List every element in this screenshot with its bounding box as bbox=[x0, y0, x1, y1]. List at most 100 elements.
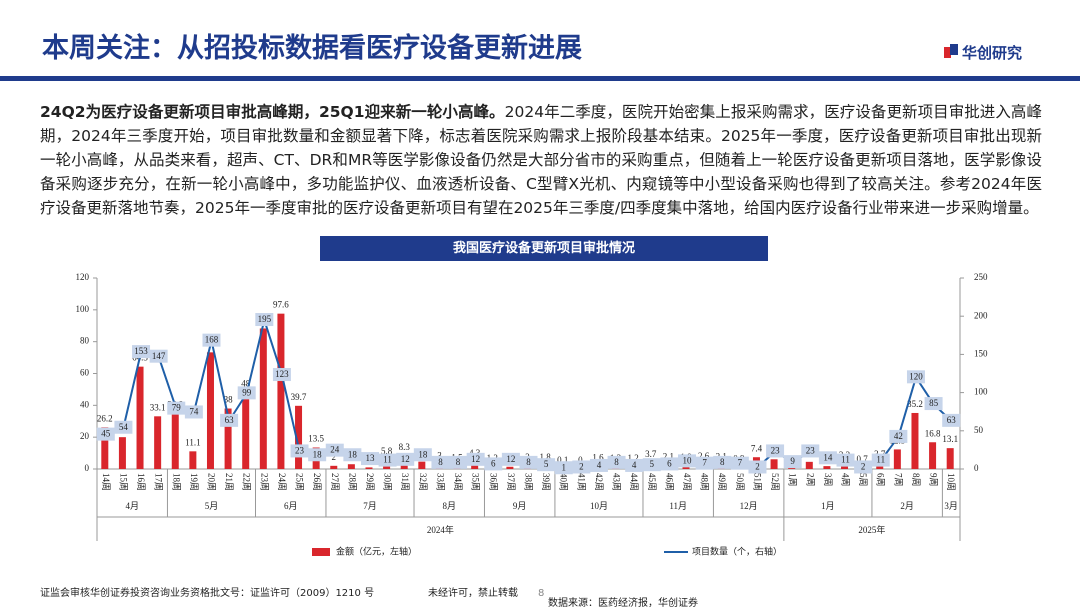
x-tick-label: 24周 bbox=[277, 473, 287, 491]
slide-title: 本周关注：从招投标数据看医疗设备更新进展 bbox=[42, 26, 582, 65]
line-value-label: 63 bbox=[947, 415, 957, 425]
line-value-label: 11 bbox=[841, 455, 850, 465]
y2-tick-label: 100 bbox=[974, 387, 988, 397]
month-label: 12月 bbox=[740, 501, 758, 511]
bar bbox=[154, 416, 161, 469]
y-tick-label: 80 bbox=[80, 336, 90, 346]
line-value-label: 24 bbox=[330, 445, 340, 455]
x-tick-label: 29周 bbox=[365, 473, 375, 491]
legend-label: 金额（亿元，左轴） bbox=[336, 546, 417, 558]
bar-value-label: 3.7 bbox=[645, 449, 657, 459]
x-tick-label: 47周 bbox=[682, 473, 692, 491]
x-tick-label: 45周 bbox=[647, 473, 657, 491]
bar-value-label: 26.2 bbox=[97, 413, 113, 423]
header-rule bbox=[0, 76, 1080, 81]
line-value-label: 99 bbox=[242, 387, 252, 397]
bar bbox=[189, 451, 196, 469]
line-value-label: 6 bbox=[667, 458, 672, 468]
line-value-label: 23 bbox=[295, 445, 305, 455]
line-value-label: 195 bbox=[258, 314, 272, 324]
bar-value-label: 39.7 bbox=[291, 392, 307, 402]
y-tick-label: 120 bbox=[76, 272, 90, 282]
bar-value-label: 7.4 bbox=[751, 443, 763, 453]
license-note: 证监会审核华创证券投资咨询业务资格批文号：证监许可（2009）1210 号 bbox=[40, 584, 374, 599]
lead-text: 24Q2为医疗设备更新项目审批高峰期，25Q1迎来新一轮小高峰。 bbox=[40, 103, 505, 121]
bar bbox=[823, 466, 830, 469]
x-tick-label: 44周 bbox=[629, 473, 639, 491]
x-tick-label: 50周 bbox=[735, 473, 745, 491]
bar bbox=[929, 442, 936, 469]
chart-title: 我国医疗设备更新项目审批情况 bbox=[320, 236, 768, 261]
line-value-label: 12 bbox=[471, 454, 480, 464]
x-tick-label: 1周 bbox=[788, 473, 798, 487]
month-label: 5月 bbox=[205, 501, 219, 511]
line-value-label: 2 bbox=[755, 462, 760, 472]
line-value-label: 8 bbox=[456, 457, 461, 467]
x-tick-label: 46周 bbox=[664, 473, 674, 491]
line-value-label: 18 bbox=[418, 449, 428, 459]
x-tick-label: 10周 bbox=[946, 473, 956, 491]
month-label: 8月 bbox=[442, 501, 456, 511]
legend-swatch bbox=[312, 548, 330, 556]
page-number: 8 bbox=[538, 588, 544, 599]
line-value-label: 74 bbox=[189, 407, 199, 417]
bar bbox=[172, 414, 179, 469]
bar-value-label: 16.8 bbox=[925, 428, 941, 438]
bar bbox=[348, 464, 355, 469]
x-tick-label: 16周 bbox=[136, 473, 146, 491]
bar bbox=[119, 437, 126, 469]
bar-value-label: 97.6 bbox=[273, 300, 289, 310]
legend-label: 项目数量（个，右轴） bbox=[692, 546, 782, 558]
bar-value-label: 8.3 bbox=[399, 442, 411, 452]
source-note: 数据来源：医药经济报，华创证券 bbox=[548, 594, 698, 609]
bar bbox=[330, 466, 337, 469]
line-value-label: 7 bbox=[738, 458, 743, 468]
line-value-label: 168 bbox=[205, 335, 219, 345]
x-tick-label: 17周 bbox=[154, 473, 164, 491]
month-label: 4月 bbox=[125, 501, 139, 511]
line-value-label: 7 bbox=[702, 458, 707, 468]
bar bbox=[506, 467, 513, 469]
y2-tick-label: 50 bbox=[974, 425, 984, 435]
x-tick-label: 38周 bbox=[524, 473, 534, 491]
line-value-label: 8 bbox=[720, 457, 725, 467]
line-value-label: 79 bbox=[172, 403, 182, 413]
x-tick-label: 3周 bbox=[823, 473, 833, 487]
x-tick-label: 49周 bbox=[717, 473, 727, 491]
line-value-label: 6 bbox=[491, 458, 496, 468]
x-tick-label: 48周 bbox=[700, 473, 710, 491]
x-tick-label: 27周 bbox=[330, 473, 340, 491]
line-value-label: 45 bbox=[101, 429, 111, 439]
line-value-label: 8 bbox=[438, 457, 443, 467]
line-value-label: 123 bbox=[275, 369, 289, 379]
bar bbox=[771, 459, 778, 469]
year-label: 2025年 bbox=[858, 524, 885, 535]
bar bbox=[137, 367, 144, 469]
bar-value-label: 13.5 bbox=[308, 434, 324, 444]
line-value-label: 5 bbox=[544, 459, 549, 469]
brand-logo bbox=[944, 44, 958, 58]
bar bbox=[418, 462, 425, 469]
x-tick-label: 34周 bbox=[453, 473, 463, 491]
x-tick-label: 43周 bbox=[612, 473, 622, 491]
line bbox=[106, 320, 951, 468]
x-tick-label: 30周 bbox=[383, 473, 393, 491]
y2-tick-label: 250 bbox=[974, 272, 988, 282]
x-tick-label: 20周 bbox=[206, 473, 216, 491]
y-tick-label: 60 bbox=[80, 368, 90, 378]
line-value-label: 120 bbox=[909, 371, 923, 381]
line-value-label: 153 bbox=[134, 346, 148, 356]
month-label: 6月 bbox=[284, 501, 298, 511]
x-tick-label: 21周 bbox=[224, 473, 234, 491]
bar bbox=[207, 352, 214, 469]
x-tick-label: 8周 bbox=[911, 473, 921, 487]
x-tick-label: 4周 bbox=[841, 473, 851, 487]
line-value-label: 12 bbox=[506, 454, 515, 464]
line-value-label: 12 bbox=[401, 454, 410, 464]
month-label: 1月 bbox=[821, 501, 835, 511]
x-tick-label: 2周 bbox=[805, 473, 815, 487]
x-tick-label: 35周 bbox=[471, 473, 481, 491]
line-value-label: 4 bbox=[632, 460, 637, 470]
